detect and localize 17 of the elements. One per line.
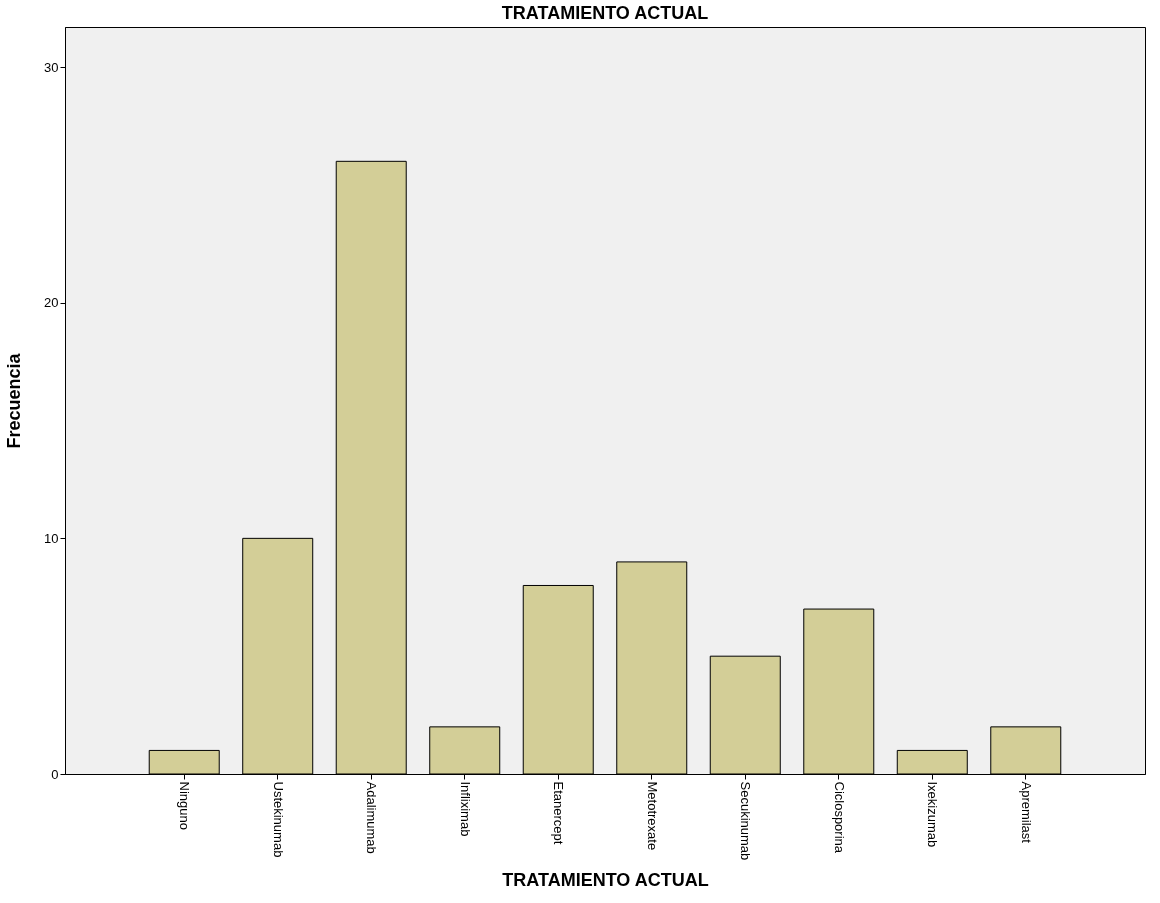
x-tick-label: Ixekizumab xyxy=(925,781,941,848)
x-axis-title: TRATAMIENTO ACTUAL xyxy=(502,870,709,891)
x-tick-label: Ciclosporina xyxy=(831,781,847,854)
y-tick-label: 0 xyxy=(51,766,59,782)
x-tick-label: Ustekinumab xyxy=(270,781,286,858)
y-tick-label: 20 xyxy=(44,295,59,311)
x-tick-label: Etanercept xyxy=(551,781,567,845)
x-tick-label: Metotrexate xyxy=(644,781,660,851)
y-tick-label: 10 xyxy=(44,530,59,546)
x-tick-label: Secukinumab xyxy=(738,781,754,861)
chart-title: TRATAMIENTO ACTUAL xyxy=(501,3,709,23)
x-tick-label: Ninguno xyxy=(177,781,193,830)
y-tick-label: 30 xyxy=(44,59,59,75)
x-tick-label: Infliximab xyxy=(457,781,473,837)
x-tick-label: Adalimumab xyxy=(364,781,380,854)
y-axis-title: Frecuencia xyxy=(4,352,25,449)
x-tick-label: Apremilast xyxy=(1018,781,1034,844)
